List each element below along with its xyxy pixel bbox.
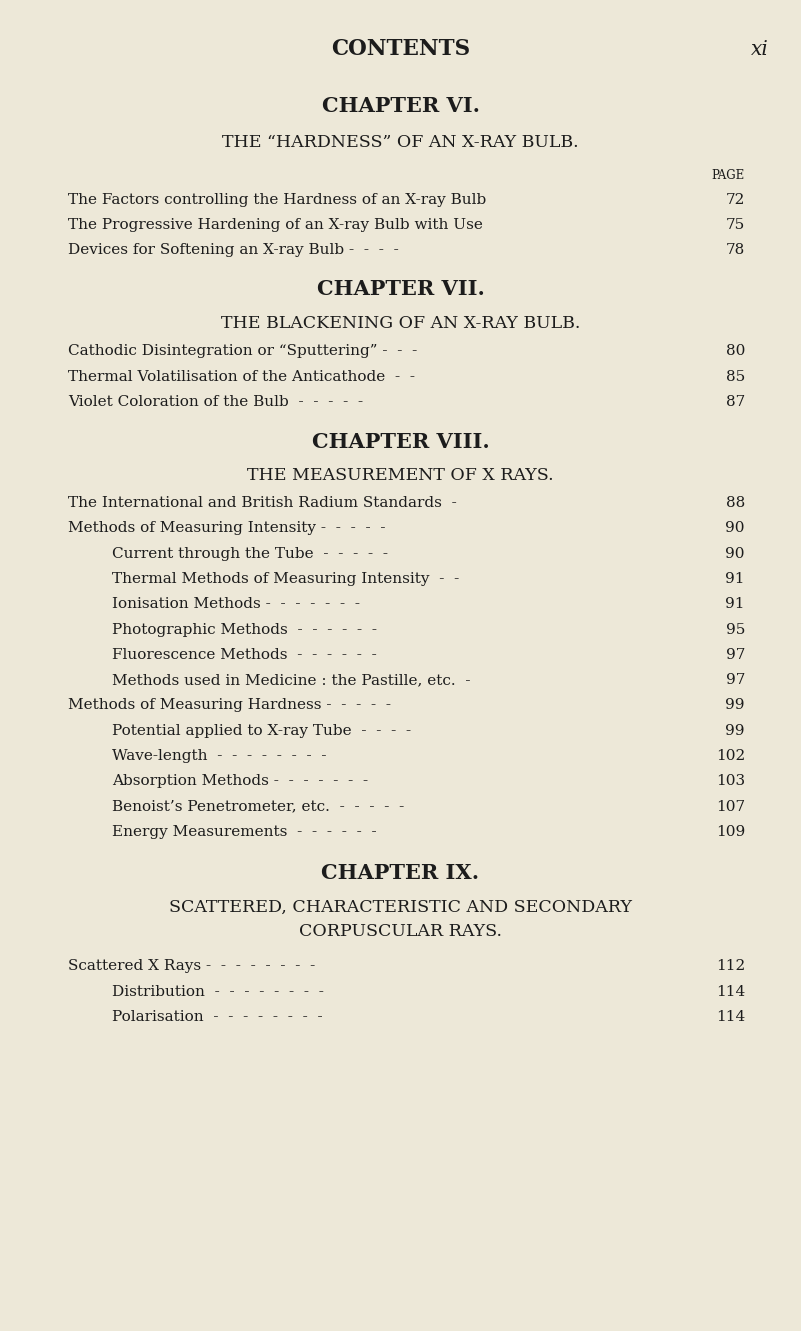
Text: 109: 109 (715, 825, 745, 839)
Text: Methods of Measuring Intensity -  -  -  -  -: Methods of Measuring Intensity - - - - - (68, 522, 385, 535)
Text: Energy Measurements  -  -  -  -  -  -: Energy Measurements - - - - - - (112, 825, 376, 839)
Text: 95: 95 (726, 623, 745, 636)
Text: 99: 99 (726, 724, 745, 737)
Text: 97: 97 (726, 673, 745, 687)
Text: Methods used in Medicine : the Pastille, etc.  -: Methods used in Medicine : the Pastille,… (112, 673, 471, 687)
Text: Thermal Methods of Measuring Intensity  -  -: Thermal Methods of Measuring Intensity -… (112, 572, 460, 586)
Text: xi: xi (751, 40, 769, 59)
Text: 102: 102 (715, 749, 745, 763)
Text: CORPUSCULAR RAYS.: CORPUSCULAR RAYS. (299, 924, 502, 940)
Text: 114: 114 (715, 1010, 745, 1024)
Text: 103: 103 (716, 775, 745, 788)
Text: Violet Coloration of the Bulb  -  -  -  -  -: Violet Coloration of the Bulb - - - - - (68, 395, 363, 409)
Text: 80: 80 (726, 345, 745, 358)
Text: Scattered X Rays -  -  -  -  -  -  -  -: Scattered X Rays - - - - - - - - (68, 960, 316, 973)
Text: Potential applied to X-ray Tube  -  -  -  -: Potential applied to X-ray Tube - - - - (112, 724, 411, 737)
Text: 99: 99 (726, 699, 745, 712)
Text: Devices for Softening an X-ray Bulb -  -  -  -: Devices for Softening an X-ray Bulb - - … (68, 244, 399, 257)
Text: 90: 90 (726, 547, 745, 560)
Text: Benoist’s Penetrometer, etc.  -  -  -  -  -: Benoist’s Penetrometer, etc. - - - - - (112, 800, 405, 813)
Text: THE “HARDNESS” OF AN X-RAY BULB.: THE “HARDNESS” OF AN X-RAY BULB. (222, 134, 579, 150)
Text: Thermal Volatilisation of the Anticathode  -  -: Thermal Volatilisation of the Anticathod… (68, 370, 415, 383)
Text: CHAPTER VIII.: CHAPTER VIII. (312, 431, 489, 453)
Text: 75: 75 (726, 218, 745, 232)
Text: 97: 97 (726, 648, 745, 662)
Text: Methods of Measuring Hardness -  -  -  -  -: Methods of Measuring Hardness - - - - - (68, 699, 391, 712)
Text: THE BLACKENING OF AN X-RAY BULB.: THE BLACKENING OF AN X-RAY BULB. (221, 315, 580, 331)
Text: 85: 85 (726, 370, 745, 383)
Text: 107: 107 (716, 800, 745, 813)
Text: CHAPTER VI.: CHAPTER VI. (321, 96, 480, 117)
Text: 78: 78 (726, 244, 745, 257)
Text: Photographic Methods  -  -  -  -  -  -: Photographic Methods - - - - - - (112, 623, 377, 636)
Text: SCATTERED, CHARACTERISTIC AND SECONDARY: SCATTERED, CHARACTERISTIC AND SECONDARY (169, 900, 632, 916)
Text: 88: 88 (726, 496, 745, 510)
Text: 91: 91 (726, 598, 745, 611)
Text: 114: 114 (715, 985, 745, 998)
Text: CONTENTS: CONTENTS (331, 39, 470, 60)
Text: 72: 72 (726, 193, 745, 206)
Text: 91: 91 (726, 572, 745, 586)
Text: 90: 90 (726, 522, 745, 535)
Text: The Progressive Hardening of an X-ray Bulb with Use: The Progressive Hardening of an X-ray Bu… (68, 218, 483, 232)
Text: PAGE: PAGE (711, 169, 745, 182)
Text: Fluorescence Methods  -  -  -  -  -  -: Fluorescence Methods - - - - - - (112, 648, 377, 662)
Text: 112: 112 (715, 960, 745, 973)
Text: The International and British Radium Standards  -: The International and British Radium Sta… (68, 496, 457, 510)
Text: Cathodic Disintegration or “Sputtering” -  -  -: Cathodic Disintegration or “Sputtering” … (68, 345, 417, 358)
Text: THE MEASUREMENT OF X RAYS.: THE MEASUREMENT OF X RAYS. (248, 467, 553, 483)
Text: The Factors controlling the Hardness of an X-ray Bulb: The Factors controlling the Hardness of … (68, 193, 486, 206)
Text: Distribution  -  -  -  -  -  -  -  -: Distribution - - - - - - - - (112, 985, 324, 998)
Text: Absorption Methods -  -  -  -  -  -  -: Absorption Methods - - - - - - - (112, 775, 368, 788)
Text: CHAPTER VII.: CHAPTER VII. (316, 278, 485, 299)
Text: Polarisation  -  -  -  -  -  -  -  -: Polarisation - - - - - - - - (112, 1010, 323, 1024)
Text: 87: 87 (726, 395, 745, 409)
Text: Ionisation Methods -  -  -  -  -  -  -: Ionisation Methods - - - - - - - (112, 598, 360, 611)
Text: Current through the Tube  -  -  -  -  -: Current through the Tube - - - - - (112, 547, 388, 560)
Text: Wave-length  -  -  -  -  -  -  -  -: Wave-length - - - - - - - - (112, 749, 327, 763)
Text: CHAPTER IX.: CHAPTER IX. (321, 862, 480, 884)
